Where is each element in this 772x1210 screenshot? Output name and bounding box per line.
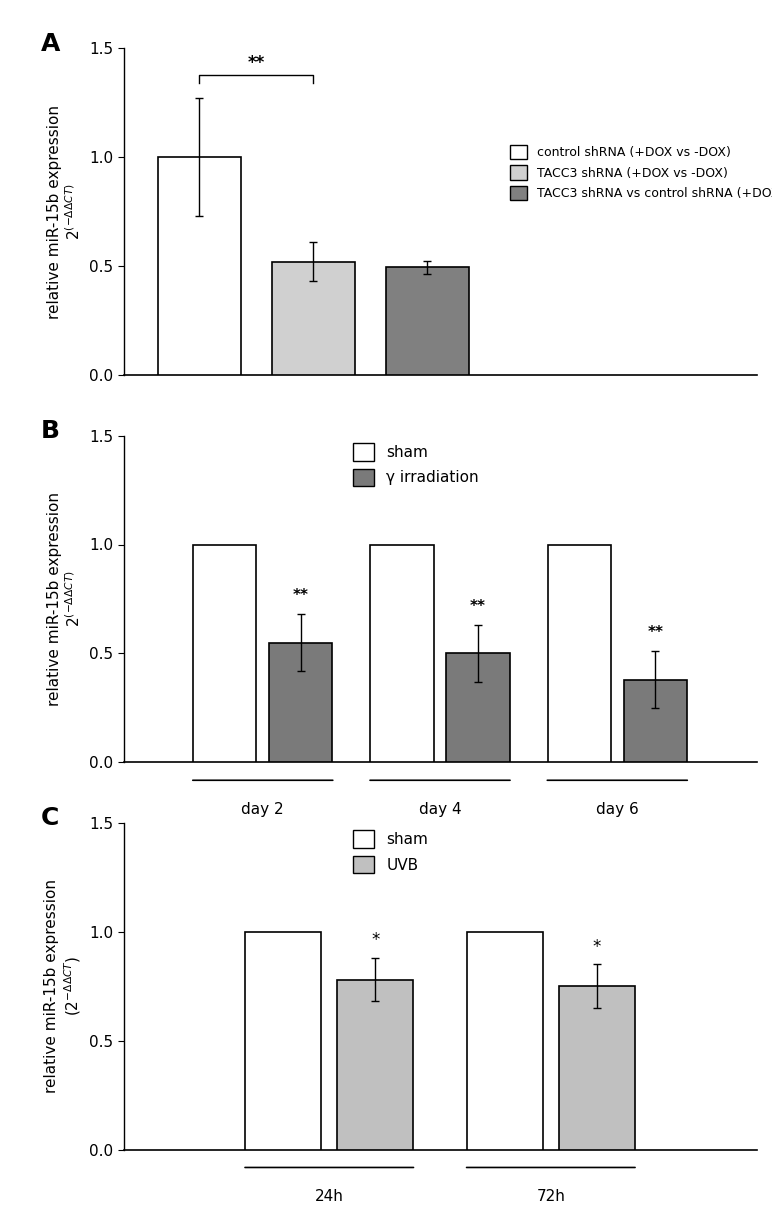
Bar bbox=[446, 653, 510, 762]
Text: **: ** bbox=[647, 626, 663, 640]
Legend: sham, UVB: sham, UVB bbox=[353, 830, 428, 874]
Bar bbox=[193, 544, 256, 762]
Text: **: ** bbox=[248, 54, 265, 73]
Text: C: C bbox=[41, 806, 59, 830]
Text: A: A bbox=[41, 33, 60, 56]
Bar bbox=[559, 986, 635, 1150]
Legend: sham, γ irradiation: sham, γ irradiation bbox=[353, 443, 479, 486]
Bar bbox=[245, 932, 321, 1150]
Text: 24h: 24h bbox=[315, 1188, 344, 1204]
Legend: control shRNA (+DOX vs -DOX), TACC3 shRNA (+DOX vs -DOX), TACC3 shRNA vs control: control shRNA (+DOX vs -DOX), TACC3 shRN… bbox=[510, 145, 772, 201]
Bar bbox=[386, 267, 469, 375]
Y-axis label: relative miR-15b expression
$(2^{-\Delta\Delta CT})$: relative miR-15b expression $(2^{-\Delta… bbox=[45, 880, 83, 1093]
Y-axis label: relative miR-15b expression
$2^{(-\Delta\Delta CT)}$: relative miR-15b expression $2^{(-\Delta… bbox=[46, 105, 83, 318]
Y-axis label: relative miR-15b expression
$2^{(-\Delta\Delta CT)}$: relative miR-15b expression $2^{(-\Delta… bbox=[46, 492, 83, 705]
Bar bbox=[547, 544, 611, 762]
Bar bbox=[624, 680, 687, 762]
Text: day 6: day 6 bbox=[596, 801, 638, 817]
Text: *: * bbox=[371, 932, 379, 949]
Text: B: B bbox=[41, 420, 60, 443]
Bar bbox=[337, 980, 413, 1150]
Text: **: ** bbox=[293, 588, 309, 604]
Bar bbox=[371, 544, 434, 762]
Text: day 2: day 2 bbox=[242, 801, 284, 817]
Bar bbox=[158, 157, 241, 375]
Text: day 4: day 4 bbox=[418, 801, 462, 817]
Bar bbox=[273, 261, 354, 375]
Text: **: ** bbox=[470, 599, 486, 615]
Bar bbox=[467, 932, 543, 1150]
Text: *: * bbox=[593, 938, 601, 956]
Text: 72h: 72h bbox=[537, 1188, 565, 1204]
Bar bbox=[269, 643, 333, 762]
